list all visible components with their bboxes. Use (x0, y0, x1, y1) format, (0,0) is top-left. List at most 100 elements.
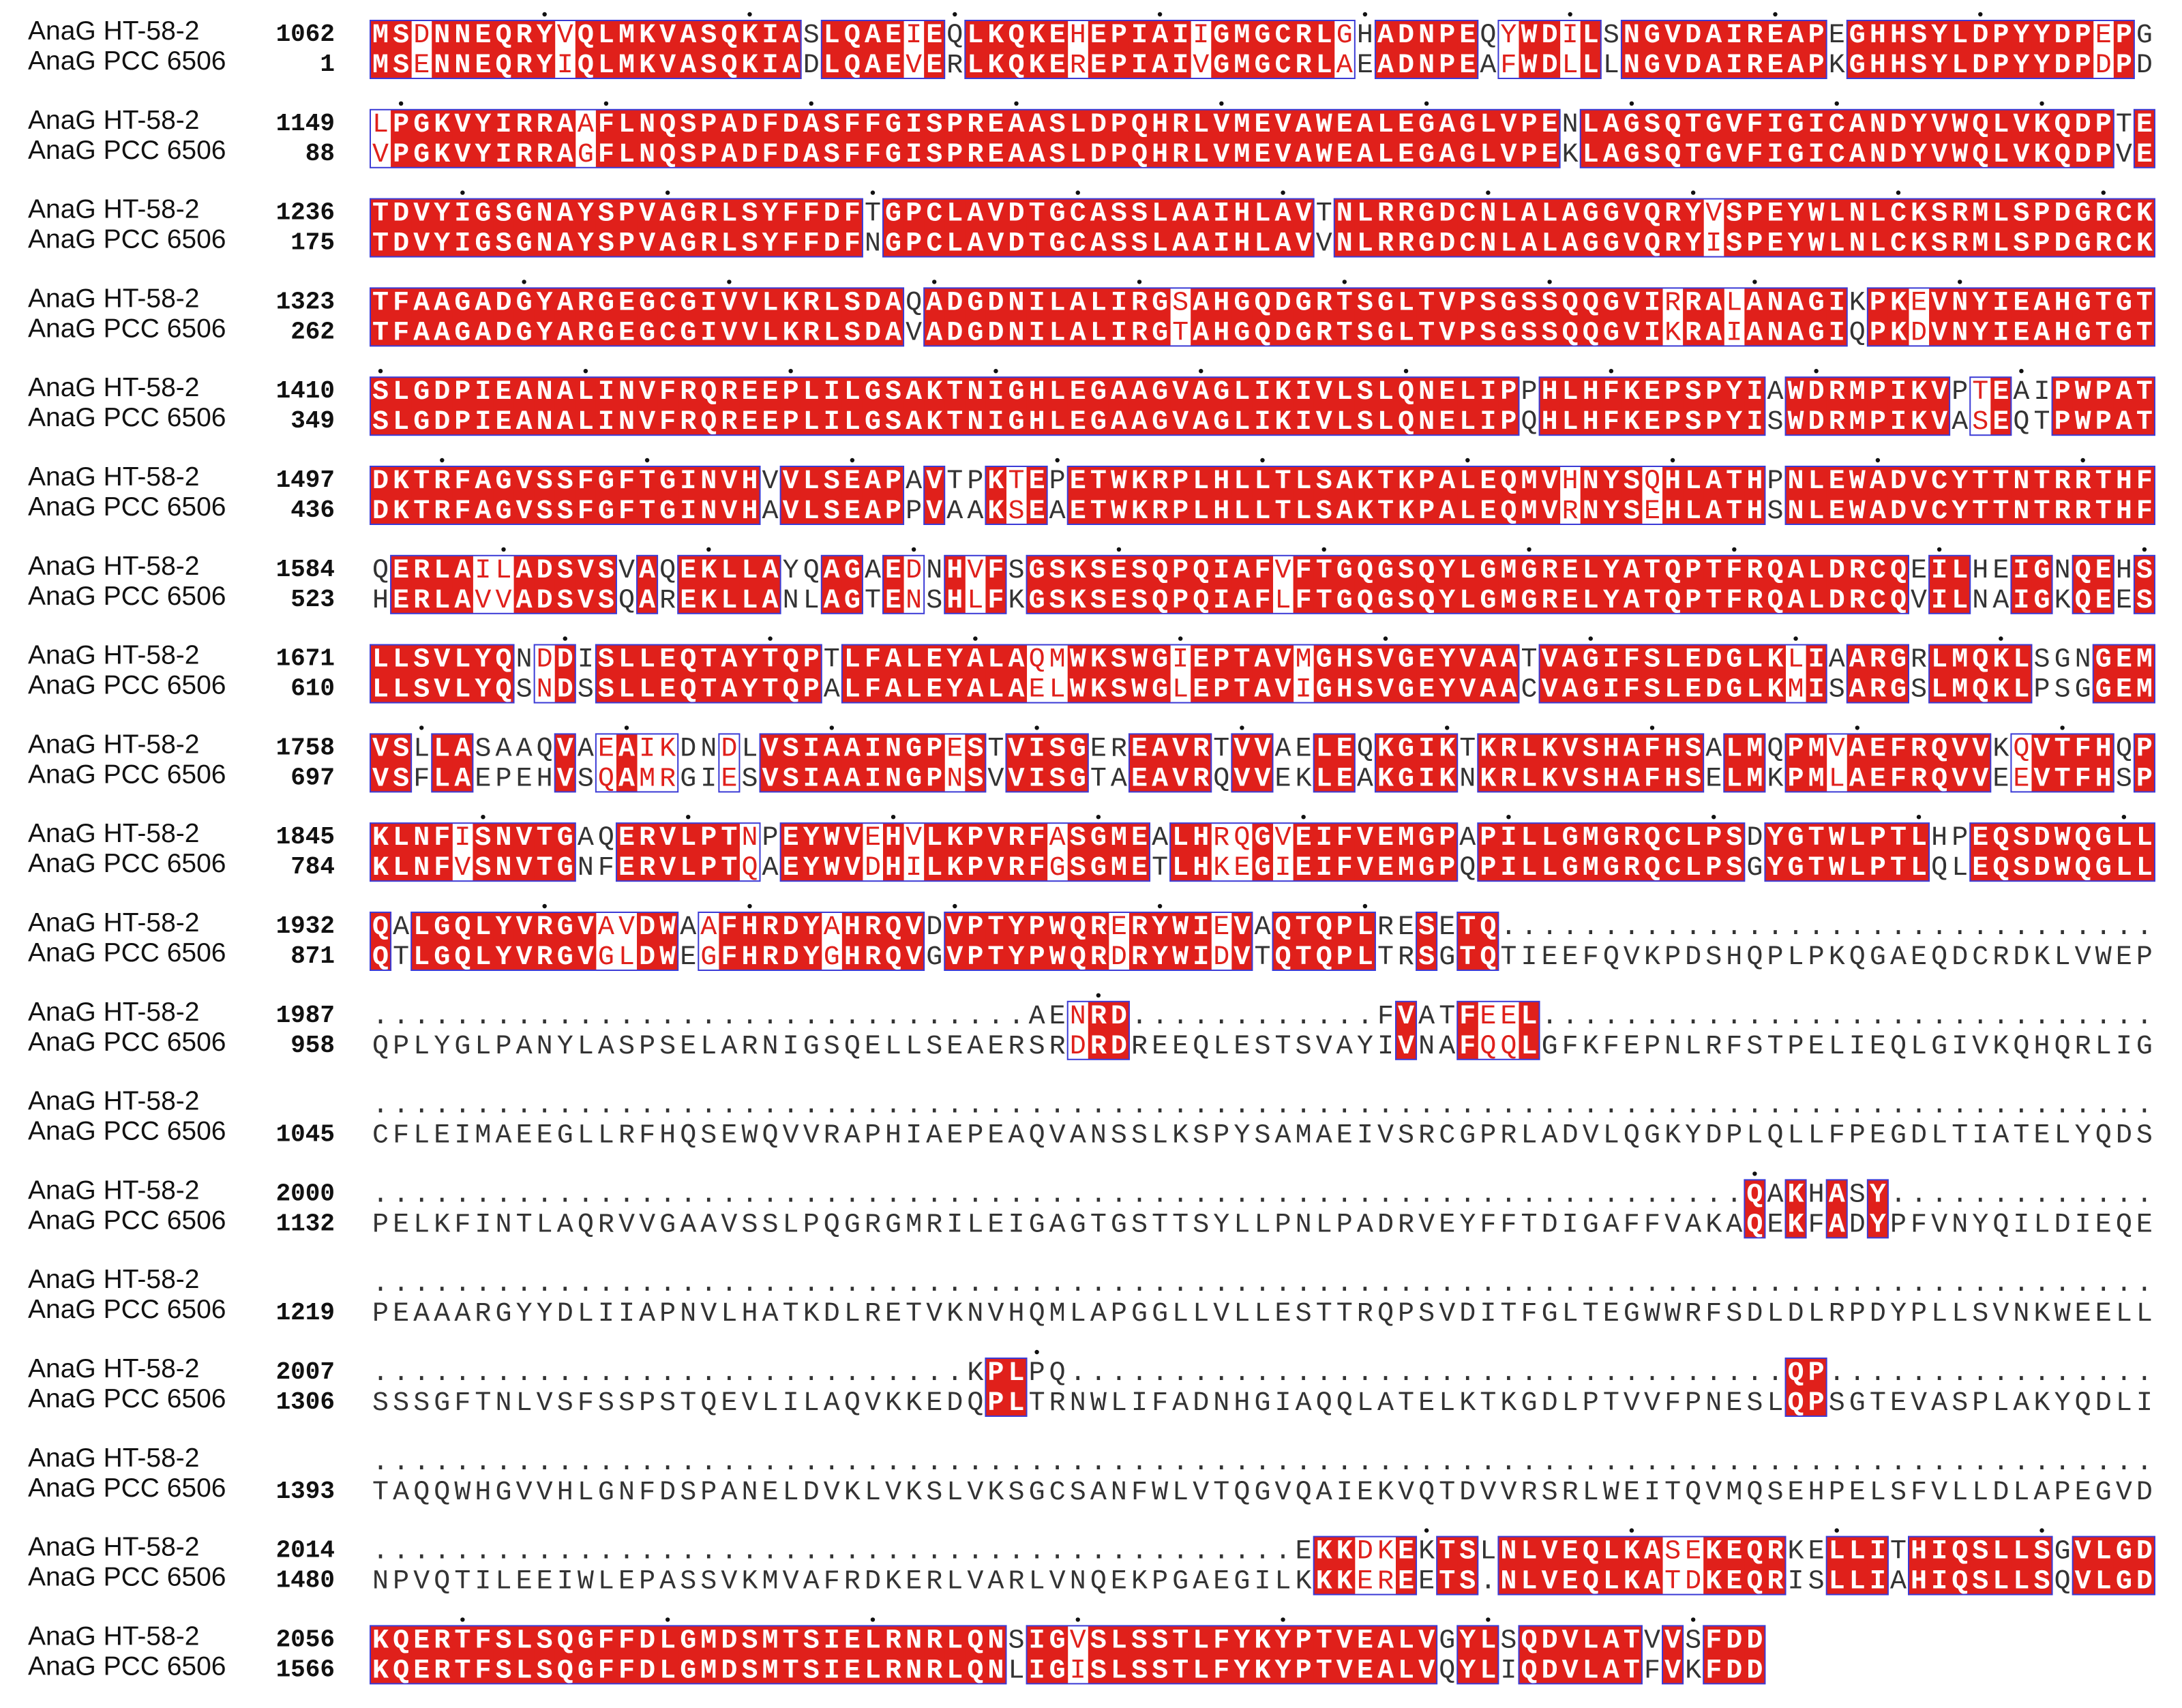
identity-box (965, 20, 986, 78)
residue: D (803, 1478, 820, 1508)
residue: G (1049, 1655, 1066, 1686)
residue: L (1603, 50, 1619, 81)
residue: T (2034, 407, 2050, 438)
residue: L (413, 1121, 430, 1152)
residue: . (680, 1537, 696, 1568)
residue: Q (1664, 110, 1681, 140)
residue: Q (1090, 1567, 1107, 1598)
identity-box (1129, 20, 1150, 78)
residue: . (1726, 1358, 1742, 1389)
residue: L (1459, 407, 1476, 438)
residue: L (987, 675, 1004, 706)
residue: F (865, 140, 881, 170)
residue: K (372, 1655, 389, 1686)
residue: P (1336, 912, 1353, 943)
residue: S (557, 1388, 573, 1419)
residue: W (1049, 912, 1066, 943)
residue: S (1316, 496, 1332, 527)
residue: R (1213, 823, 1229, 854)
residue: R (659, 764, 676, 794)
residue: . (1972, 1091, 1988, 1122)
residue: V (1664, 1655, 1681, 1686)
residue: T (783, 1655, 799, 1686)
identity-box (1970, 20, 1991, 78)
residue: Q (680, 675, 696, 706)
residue: G (2075, 229, 2091, 260)
residue: E (1336, 140, 1353, 170)
residue: V (372, 140, 389, 170)
residue: E (1439, 1210, 1455, 1240)
residue: . (1931, 1448, 1947, 1478)
residue: S (537, 496, 553, 527)
residue: P (1870, 853, 1886, 884)
residue: E (1275, 764, 1291, 794)
residue: G (1336, 20, 1353, 51)
residue: G (1234, 318, 1250, 348)
residue: E (516, 1121, 533, 1152)
residue: G (1418, 110, 1435, 140)
residue: T (700, 675, 717, 706)
residue: L (1726, 288, 1742, 318)
residue: L (2013, 1478, 2029, 1508)
residue: K (803, 1299, 820, 1330)
residue: L (1521, 1537, 1538, 1568)
residue: M (1521, 496, 1538, 527)
residue: T (2034, 466, 2050, 497)
residue: A (1644, 1567, 1660, 1598)
identity-box (862, 20, 884, 78)
residue: L (1459, 466, 1476, 497)
residue: G (1296, 288, 1312, 318)
residue: A (516, 586, 533, 616)
residue: K (2136, 229, 2153, 260)
residue: G (659, 496, 676, 527)
residue: G (496, 1478, 512, 1508)
residue: A (885, 675, 901, 706)
residue: G (680, 229, 696, 260)
residue: V (1500, 140, 1516, 170)
residue: . (783, 1448, 799, 1478)
sequence-name: AnaG PCC 6506 (28, 938, 226, 968)
residue: A (1849, 734, 1866, 764)
residue: V (639, 377, 655, 408)
residue: A (1090, 199, 1107, 230)
residue: C (1070, 229, 1086, 260)
residue: . (557, 1448, 573, 1478)
residue: H (1234, 1388, 1250, 1419)
residue: T (454, 1625, 470, 1656)
residue: L (598, 1567, 614, 1598)
residue: . (680, 1180, 696, 1210)
residue: Q (844, 50, 861, 81)
residue: K (1788, 1537, 1804, 1568)
residue: R (1008, 1567, 1025, 1598)
residue: Q (1418, 586, 1435, 616)
residue: . (1705, 1448, 1722, 1478)
sequence-name: AnaG PCC 6506 (28, 671, 226, 700)
residue: N (2054, 556, 2071, 586)
residue: . (824, 1448, 840, 1478)
residue: . (1500, 1269, 1516, 1300)
residue: R (1131, 318, 1148, 348)
residue: S (1931, 199, 1947, 230)
ruler-dot (1547, 280, 1552, 284)
residue: T (1726, 466, 1742, 497)
residue: . (1542, 1358, 1558, 1389)
residue: Q (1234, 823, 1250, 854)
residue: L (1562, 377, 1579, 408)
residue: C (1890, 229, 1907, 260)
residue: Q (2116, 1210, 2132, 1240)
residue: N (1008, 288, 1025, 318)
residue: R (1521, 1478, 1538, 1508)
residue: Y (537, 50, 553, 81)
residue: Q (1583, 1537, 1599, 1568)
residue: Y (1952, 496, 1968, 527)
residue: S (1726, 199, 1742, 230)
identity-box (985, 109, 1006, 168)
identity-box (801, 109, 822, 168)
residue: L (434, 556, 450, 586)
residue: P (393, 1567, 409, 1598)
residue: Q (1931, 853, 1947, 884)
ruler-dot (398, 101, 404, 106)
residue: K (434, 1210, 450, 1240)
